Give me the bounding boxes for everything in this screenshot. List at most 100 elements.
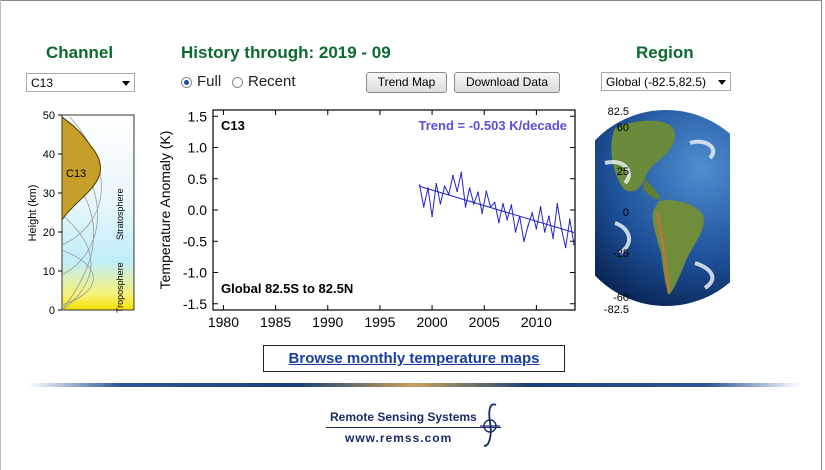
trend-line (419, 185, 575, 233)
anomaly-point (498, 221, 500, 224)
profile-c13-label: C13 (66, 168, 86, 180)
chart-trend-label: Trend = -0.503 K/decade (419, 118, 567, 133)
anomaly-point (510, 204, 513, 206)
x-tick-label: 2000 (416, 314, 447, 330)
globe-lat-tick: -60 (613, 292, 629, 304)
logo-rule (326, 427, 501, 428)
profile-ytick: 40 (43, 149, 55, 161)
anomaly-point (523, 240, 525, 243)
anomaly-point (485, 190, 488, 193)
anomaly-point (422, 206, 425, 208)
anomaly-point (452, 174, 454, 177)
anomaly-point (535, 227, 538, 230)
browse-maps-link[interactable]: Browse monthly temperature maps (263, 345, 565, 372)
globe-lat-tick: -25 (613, 248, 629, 260)
logo-url[interactable]: www.remss.com (345, 431, 453, 445)
anomaly-point (543, 231, 546, 233)
globe-clouds (604, 139, 716, 290)
profile-curve-c13 (61, 116, 101, 222)
y-tick-label: 1.0 (188, 140, 208, 156)
profile-curve-1 (61, 214, 92, 311)
anomaly-point (456, 190, 458, 193)
chart-channel-label: C13 (221, 118, 245, 133)
recent-radio[interactable] (232, 77, 243, 88)
anomaly-point (468, 187, 471, 189)
x-tick-label: 1980 (208, 314, 239, 330)
anomaly-point (477, 191, 479, 194)
x-tick-label: 2005 (469, 314, 500, 330)
profile-ytick: 20 (43, 227, 55, 239)
profile-ytick: 10 (43, 266, 55, 278)
region-select-value: Global (-82.5,82.5) (606, 75, 707, 89)
globe-land-andes (655, 212, 671, 294)
profile-ylabel: Height (km) (27, 185, 39, 242)
chevron-down-icon (718, 80, 726, 85)
y-tick-label: -1.5 (183, 296, 207, 312)
profile-stratosphere-label: Stratosphere (115, 188, 125, 240)
trend-map-button[interactable]: Trend Map (366, 72, 447, 93)
channel-select-value: C13 (31, 76, 54, 90)
page-frame-top (0, 0, 821, 1)
history-heading: History through: 2019 - 09 (181, 43, 391, 62)
chevron-down-icon (122, 81, 130, 86)
globe-land-central-america (643, 178, 661, 200)
anomaly-point (556, 202, 559, 205)
page-frame-right (821, 0, 822, 470)
region-globe-panel: 82.5 60 25 0 -25 -60 -82.5 (595, 106, 730, 316)
globe-lat-tick: 0 (623, 207, 629, 219)
anomaly-point (493, 201, 496, 204)
y-tick-label: 0.5 (188, 171, 208, 187)
profile-ytick: 0 (49, 305, 55, 317)
region-select[interactable]: Global (-82.5,82.5) (601, 72, 731, 91)
page-frame-left (0, 0, 1, 470)
anomaly-point (564, 246, 567, 249)
anomaly-point (439, 202, 442, 205)
chart-region-label: Global 82.5S to 82.5N (221, 281, 353, 296)
footer-divider (28, 383, 800, 387)
anomaly-point (418, 184, 421, 186)
x-tick-label: 1995 (364, 314, 395, 330)
recent-radio-label[interactable]: Recent (248, 73, 296, 90)
anomaly-point (552, 237, 554, 239)
weighting-function-panel: C13 Stratosphere Troposphere Height (km)… (27, 110, 135, 317)
y-tick-label: -0.5 (183, 233, 207, 249)
anomaly-point (506, 218, 508, 221)
profile-ytick: 30 (43, 188, 55, 200)
logo-title[interactable]: Remote Sensing Systems (330, 410, 477, 424)
anomaly-point (527, 224, 529, 227)
y-tick-label: 1.5 (188, 108, 208, 124)
anomaly-point (435, 182, 438, 185)
chart-plot-frame (212, 109, 576, 311)
chart-ylabel: Temperature Anomaly (K) (157, 131, 173, 290)
globe-lat-tick: -82.5 (604, 304, 629, 316)
globe-lat-tick: 60 (617, 122, 629, 134)
region-heading: Region (636, 43, 694, 62)
full-radio-label[interactable]: Full (197, 73, 222, 90)
channel-select[interactable]: C13 (26, 73, 135, 92)
anomaly-point (502, 202, 504, 205)
anomaly-point (431, 215, 433, 218)
globe-lat-tick: 25 (617, 166, 629, 178)
anomaly-point (531, 212, 534, 214)
anomaly-point (464, 206, 467, 208)
profile-ticks: 0 10 20 30 40 50 (43, 110, 62, 317)
globe-lat-ticks: 82.5 60 25 0 -25 -60 -82.5 (604, 106, 629, 316)
x-tick-label: 1985 (260, 314, 291, 330)
anomaly-point (514, 231, 517, 233)
anomaly-point (460, 171, 463, 174)
globe-lat-tick: 82.5 (608, 106, 629, 118)
full-radio[interactable] (181, 77, 192, 88)
anomaly-point (573, 243, 575, 246)
anomaly-series-line (419, 172, 575, 248)
temperature-anomaly-chart: Temperature Anomaly (K) 1980 1985 1990 1995… (157, 108, 576, 330)
profile-troposphere-label: Troposphere (115, 262, 125, 313)
profile-ytick: 50 (43, 110, 55, 122)
profile-curve-3 (61, 249, 94, 306)
y-tick-label: -1.0 (183, 265, 207, 281)
anomaly-point (548, 215, 550, 218)
x-tick-label: 1990 (312, 314, 343, 330)
anomaly-point (568, 218, 571, 221)
anomaly-point (443, 185, 446, 188)
download-data-button[interactable]: Download Data (454, 72, 560, 93)
anomaly-point (481, 212, 483, 214)
